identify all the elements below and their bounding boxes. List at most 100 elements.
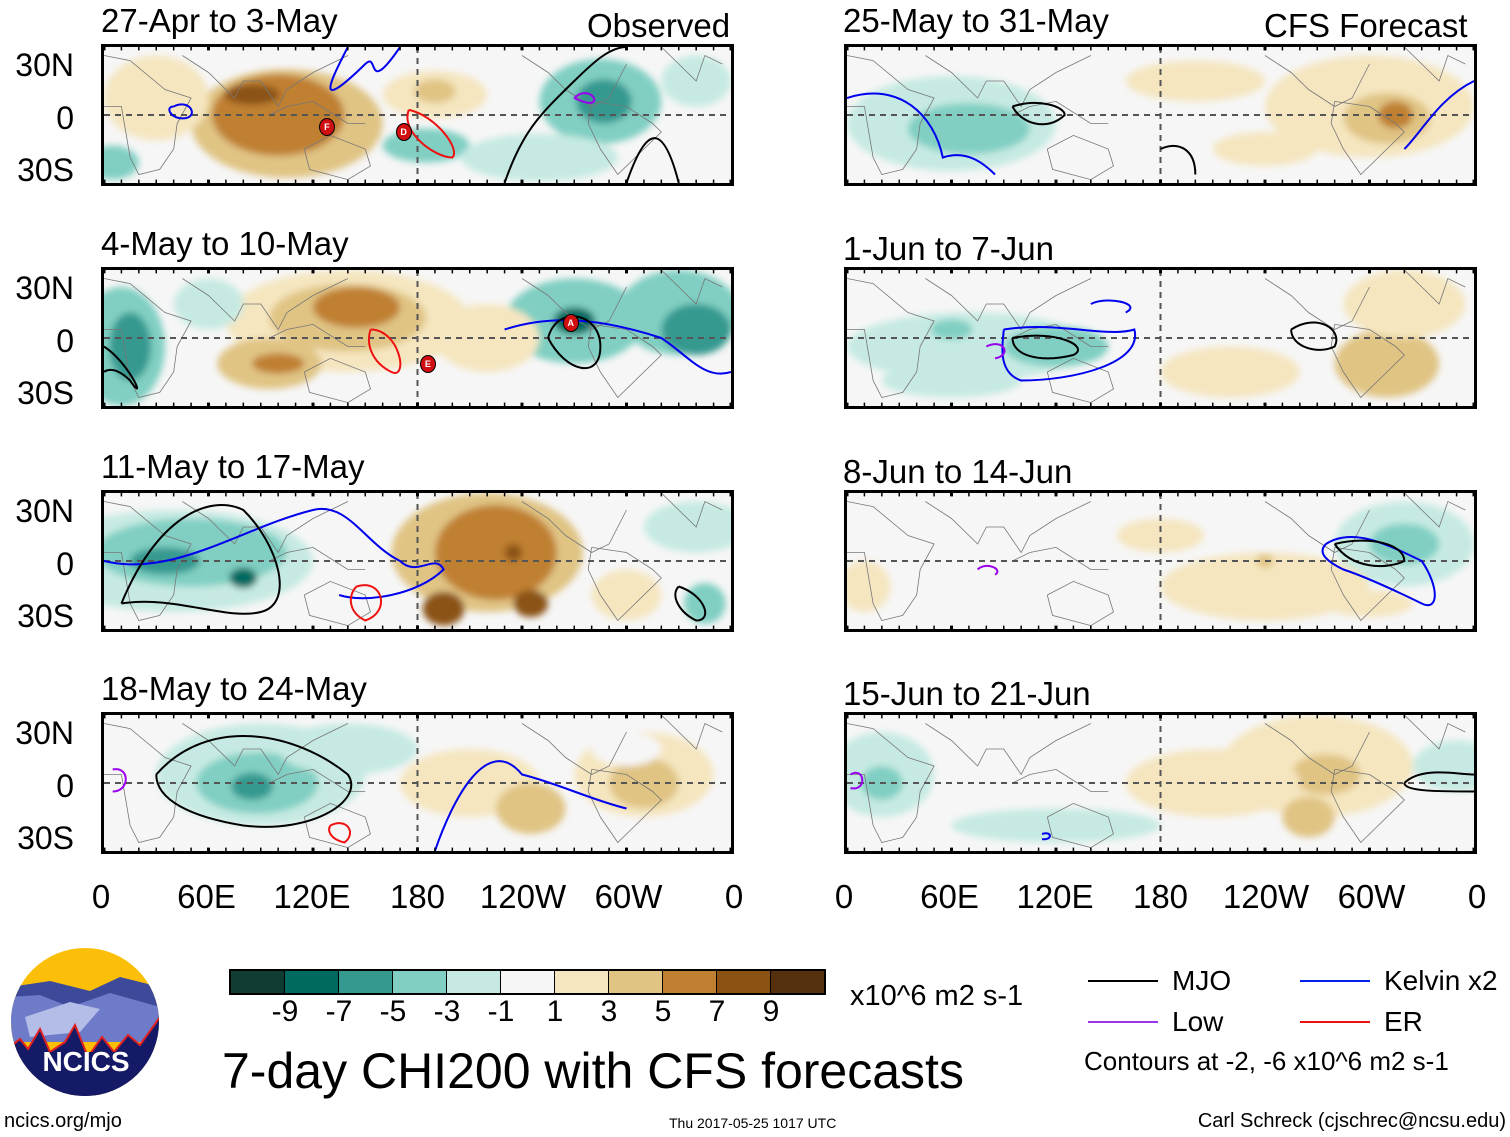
wave-filter-contour bbox=[104, 509, 444, 598]
map-panel bbox=[844, 44, 1477, 186]
lat-label: 0 bbox=[56, 767, 74, 804]
lon-label: 60W bbox=[1337, 878, 1406, 915]
legend-label: ER bbox=[1384, 1006, 1423, 1037]
colorbar-swatch bbox=[339, 971, 393, 993]
wave-filter-contour bbox=[435, 761, 627, 851]
wave-filter-contour bbox=[351, 585, 381, 620]
wave-filter-contour bbox=[627, 138, 679, 183]
mjo-line-swatch bbox=[1088, 980, 1158, 982]
coastline bbox=[304, 135, 370, 179]
colorbar-tick-label: 5 bbox=[654, 995, 672, 1028]
map-panel bbox=[101, 712, 734, 854]
wave-filter-contour bbox=[1091, 300, 1131, 312]
coastline bbox=[1265, 724, 1370, 775]
coastline bbox=[1265, 502, 1370, 553]
coastline bbox=[1012, 547, 1108, 569]
map-panel bbox=[844, 712, 1477, 854]
coastline bbox=[1265, 279, 1370, 330]
chi200-anomaly-region bbox=[643, 501, 731, 553]
wave-filter-contour bbox=[850, 773, 862, 789]
chi200-anomaly-region bbox=[414, 79, 456, 104]
wave-filter-contour bbox=[1335, 541, 1405, 566]
wave-filter-contour bbox=[1012, 336, 1078, 359]
chi200-anomaly-region bbox=[1369, 523, 1440, 565]
chi200-anomaly-region bbox=[252, 353, 305, 374]
wave-filter-contour bbox=[1042, 833, 1050, 839]
coastline bbox=[182, 724, 347, 775]
wave-filter-contour bbox=[104, 347, 137, 389]
lon-label: 0 bbox=[91, 878, 111, 915]
coastline bbox=[304, 358, 370, 402]
map-canvas bbox=[104, 493, 731, 629]
coastline bbox=[1265, 56, 1370, 107]
coastline bbox=[1012, 101, 1108, 123]
coastline bbox=[269, 324, 365, 346]
colorbar-swatch bbox=[771, 971, 824, 993]
chi200-anomaly-region bbox=[224, 84, 280, 105]
panel-title: 27-Apr to 3-May bbox=[101, 2, 338, 39]
logo-text: NCICS bbox=[42, 1046, 129, 1077]
map-panel bbox=[844, 490, 1477, 632]
colorbar-swatch bbox=[393, 971, 447, 993]
legend-kelvin: Kelvin x2 bbox=[1300, 967, 1498, 995]
legend-low: Low bbox=[1088, 1008, 1223, 1036]
er-line-swatch bbox=[1300, 1021, 1370, 1023]
colorbar-tick-label: 1 bbox=[546, 995, 564, 1028]
tropical-cyclone-marker: D bbox=[395, 123, 412, 141]
chi200-anomaly-region bbox=[591, 569, 662, 621]
lon-label: 60E bbox=[177, 878, 236, 915]
coastline bbox=[925, 279, 1090, 330]
chi200-anomaly-region bbox=[1282, 796, 1335, 838]
chi200-anomaly-region bbox=[661, 304, 731, 355]
coastline bbox=[847, 502, 934, 621]
colorbar-tick-label: -3 bbox=[433, 995, 461, 1028]
chi200-anomaly-region bbox=[104, 145, 139, 180]
chi200-anomaly-region bbox=[907, 103, 1030, 155]
coastline bbox=[104, 502, 191, 621]
coastline bbox=[269, 101, 365, 123]
legend-label: MJO bbox=[1172, 965, 1232, 996]
lat-label: 0 bbox=[56, 322, 74, 359]
ncics-logo: NCICS bbox=[11, 948, 159, 1096]
chi200-anomaly-region bbox=[104, 55, 209, 141]
wave-filter-contour bbox=[1291, 322, 1336, 349]
legend-label: Low bbox=[1172, 1006, 1224, 1037]
chi200-anomaly-region bbox=[591, 732, 662, 766]
colorbar-tick-label: -1 bbox=[487, 995, 515, 1028]
legend-er: ER bbox=[1300, 1008, 1423, 1036]
panel-title: 25-May to 31-May bbox=[843, 2, 1109, 39]
chi200-anomaly-region bbox=[1160, 552, 1370, 621]
wave-filter-contour bbox=[978, 566, 998, 575]
lat-label: 30N bbox=[15, 493, 74, 529]
coastline bbox=[269, 547, 365, 569]
lon-label: 60W bbox=[594, 878, 663, 915]
colorbar-tick-label: -9 bbox=[271, 995, 299, 1028]
footer-url[interactable]: ncics.org/mjo bbox=[4, 1110, 122, 1132]
colorbar-swatch bbox=[663, 971, 717, 993]
tropical-cyclone-marker: F bbox=[318, 117, 335, 136]
wave-filter-contour bbox=[505, 320, 731, 373]
coastline bbox=[104, 279, 191, 398]
low-line-swatch bbox=[1088, 1021, 1158, 1023]
coastline bbox=[925, 502, 1090, 553]
chi200-anomaly-region bbox=[461, 133, 618, 182]
wave-filter-contour bbox=[1161, 146, 1196, 175]
footer-credit: Carl Schreck (cjschrec@ncsu.edu) bbox=[1197, 1110, 1506, 1132]
chi200-anomaly-region bbox=[1116, 518, 1205, 553]
map-canvas bbox=[104, 715, 731, 851]
chi200-anomaly-region bbox=[1334, 329, 1440, 398]
wave-filter-contour bbox=[113, 769, 126, 791]
wave-filter-contour bbox=[986, 344, 1004, 358]
map-canvas bbox=[104, 270, 731, 406]
wave-filter-contour bbox=[330, 47, 400, 90]
chi200-anomaly-region bbox=[1343, 270, 1466, 338]
coastline bbox=[1331, 547, 1404, 620]
chi200-anomaly-region bbox=[847, 561, 891, 612]
coastline bbox=[847, 724, 934, 843]
chi200-anomaly-region bbox=[1125, 60, 1265, 102]
chi200-anomaly-region bbox=[434, 304, 540, 372]
chi200-anomaly-region bbox=[229, 567, 258, 589]
coastline bbox=[661, 715, 722, 749]
